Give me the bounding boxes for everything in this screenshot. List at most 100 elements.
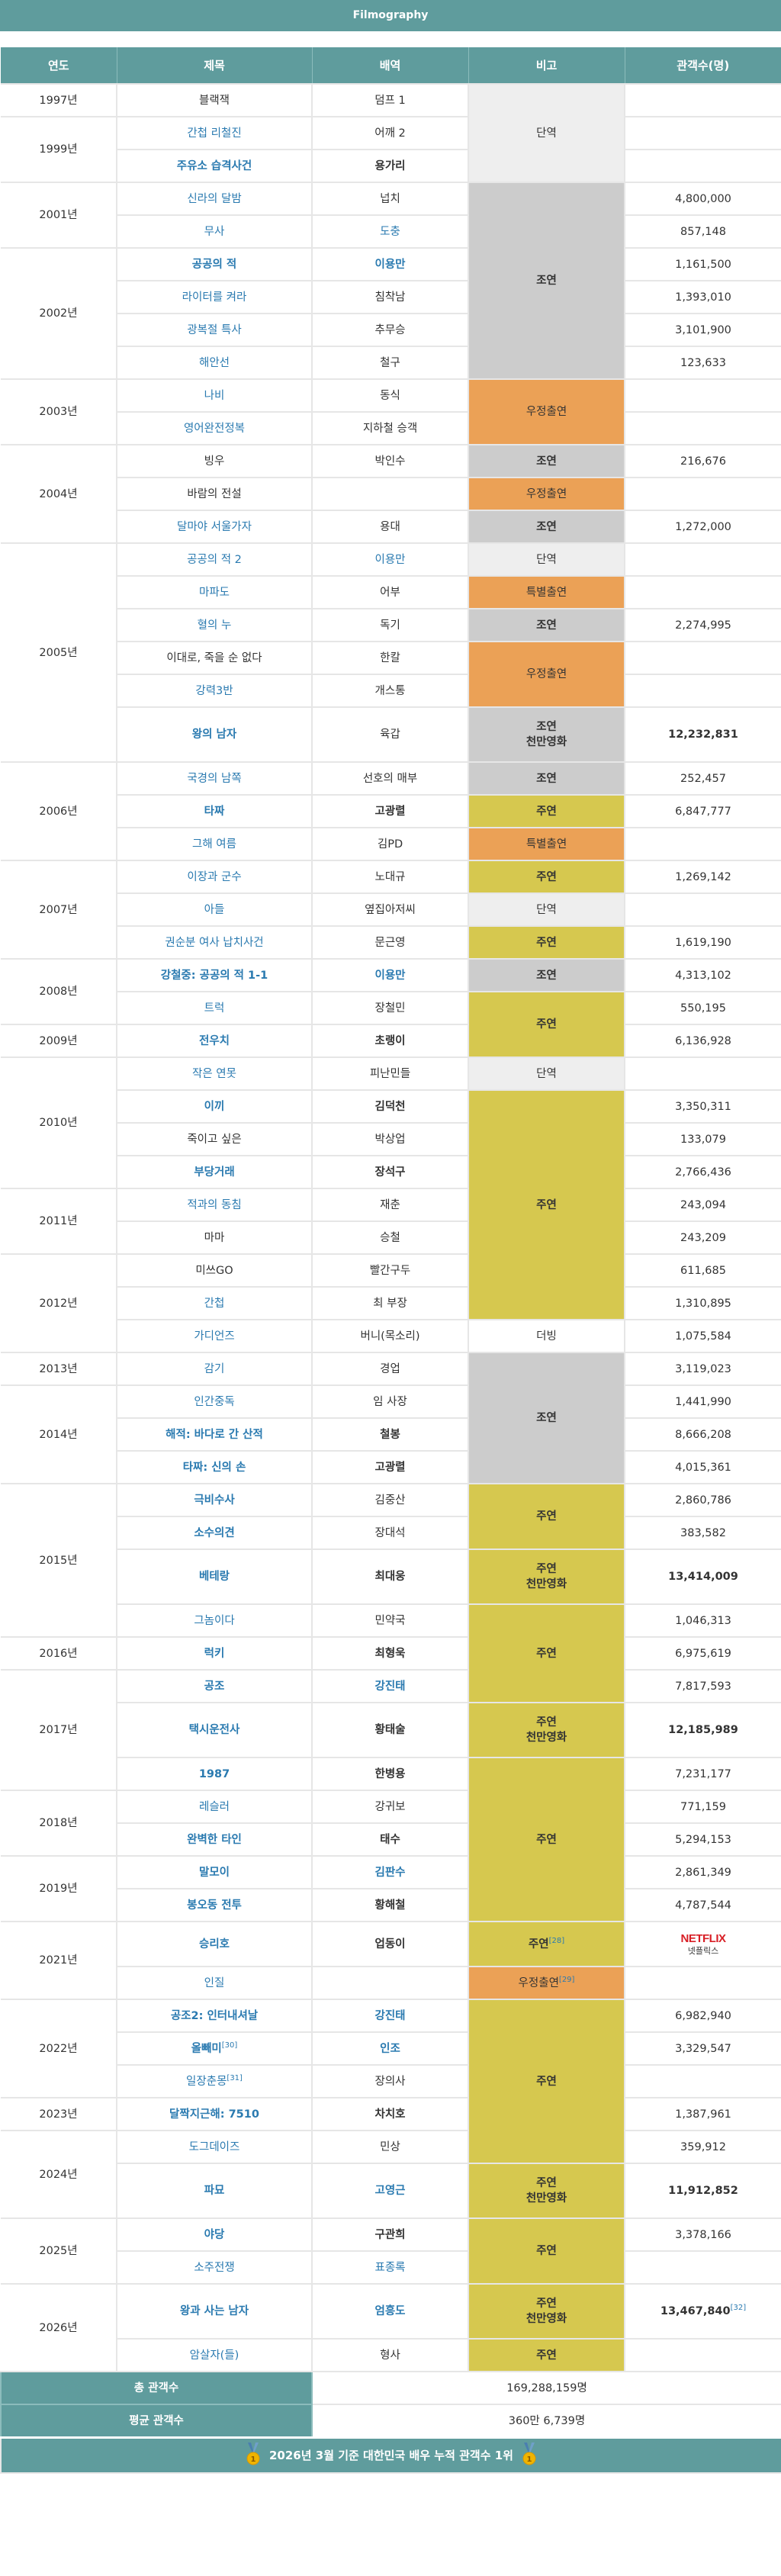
film-title-link[interactable]: 암살자(들) bbox=[189, 2349, 239, 2362]
audience-cell: 133,079 bbox=[624, 1122, 781, 1156]
role-name: 김중산 bbox=[374, 1494, 406, 1507]
footnote-link[interactable]: [30] bbox=[221, 2041, 238, 2050]
film-title-link[interactable]: 광복절 특사 bbox=[187, 323, 242, 336]
film-title-link[interactable]: 마파도 bbox=[198, 586, 230, 599]
film-title-link[interactable]: 택시운전사 bbox=[188, 1724, 240, 1736]
film-title-link[interactable]: 간첩 bbox=[204, 1297, 225, 1310]
role-link[interactable]: 인조 bbox=[380, 2042, 400, 2055]
film-title-link[interactable]: 부당거래 bbox=[194, 1166, 235, 1179]
year-cell: 2013년 bbox=[1, 1352, 117, 1386]
role-link[interactable]: 표종록 bbox=[374, 2261, 406, 2274]
role-link[interactable]: 이용만 bbox=[374, 258, 406, 271]
film-title-link[interactable]: 승리호 bbox=[198, 1938, 230, 1950]
role-cell: 용가리 bbox=[311, 149, 469, 183]
film-title-link[interactable]: 영어완전정복 bbox=[183, 422, 246, 435]
film-title-link[interactable]: 해안선 bbox=[198, 356, 230, 369]
table-row: 암살자(들) 형사 주연 bbox=[1, 2338, 781, 2372]
role-cell: 고영근 bbox=[311, 2163, 469, 2219]
film-title-link[interactable]: 말모이 bbox=[198, 1866, 230, 1879]
film-title-link[interactable]: 공공의 적 bbox=[191, 258, 237, 271]
film-title-link[interactable]: 일장춘몽 bbox=[186, 2075, 227, 2088]
film-title-link[interactable]: 이장과 군수 bbox=[187, 870, 242, 883]
footnote-link[interactable]: [32] bbox=[730, 2304, 747, 2313]
film-title-link[interactable]: 타짜 bbox=[204, 805, 225, 818]
film-title-link[interactable]: 인간중독 bbox=[194, 1395, 235, 1408]
film-title-link[interactable]: 그해 여름 bbox=[192, 838, 236, 851]
film-title-link[interactable]: 작은 연못 bbox=[192, 1067, 236, 1080]
film-title-link[interactable]: 소주전쟁 bbox=[194, 2261, 235, 2274]
film-title-link[interactable]: 럭키 bbox=[204, 1647, 225, 1660]
film-title-link[interactable]: 레슬러 bbox=[198, 1800, 230, 1813]
role-link[interactable]: 이용만 bbox=[374, 553, 406, 566]
year-cell: 2016년 bbox=[1, 1636, 117, 1671]
footnote-link[interactable]: [31] bbox=[227, 2073, 243, 2082]
film-title-link[interactable]: 달짝지근해: 7510 bbox=[169, 2108, 259, 2121]
film-title-link[interactable]: 가디언즈 bbox=[194, 1330, 235, 1343]
film-title-link[interactable]: 야당 bbox=[204, 2228, 225, 2241]
audience-cell: 13,414,009 bbox=[624, 1548, 781, 1605]
role-name: 임 사장 bbox=[373, 1395, 407, 1408]
title-cell: 강철중: 공공의 적 1-1 bbox=[116, 958, 313, 992]
film-title-link[interactable]: 완벽한 타인 bbox=[187, 1833, 242, 1846]
footnote-link[interactable]: [29] bbox=[558, 1975, 575, 1984]
role-link[interactable]: 이용만 bbox=[374, 969, 406, 982]
role-link[interactable]: 고영근 bbox=[374, 2185, 406, 2197]
film-title-link[interactable]: 해적: 바다로 간 산적 bbox=[166, 1428, 263, 1441]
audience-count: 3,101,900 bbox=[675, 323, 731, 336]
film-title-link[interactable]: 이끼 bbox=[204, 1100, 225, 1113]
role-link[interactable]: 김판수 bbox=[374, 1866, 406, 1879]
role-name: 옆집아저씨 bbox=[365, 903, 416, 916]
film-title-link[interactable]: 올빼미 bbox=[191, 2042, 222, 2055]
role-link[interactable]: 강진태 bbox=[374, 1680, 406, 1693]
film-title-link[interactable]: 공공의 적 2 bbox=[187, 553, 242, 566]
role-cell bbox=[311, 1966, 469, 2000]
role-cell: 초랭이 bbox=[311, 1024, 469, 1058]
film-title-link[interactable]: 1987 bbox=[198, 1767, 230, 1780]
title-cell: 주유소 습격사건 bbox=[116, 149, 313, 183]
film-title-link[interactable]: 극비수사 bbox=[194, 1494, 235, 1507]
role-link[interactable]: 엄흥도 bbox=[374, 2305, 406, 2317]
film-title-link[interactable]: 왕의 남자 bbox=[191, 728, 237, 741]
film-title-link[interactable]: 공조2: 인터내셔날 bbox=[170, 2009, 259, 2022]
title-cell: 공공의 적 bbox=[116, 247, 313, 281]
film-title-link[interactable]: 주유소 습격사건 bbox=[176, 159, 252, 172]
note-cell: 조연 bbox=[468, 608, 625, 642]
film-title-link[interactable]: 봉오동 전투 bbox=[187, 1899, 242, 1912]
film-title-link[interactable]: 인질 bbox=[204, 1976, 225, 1989]
title-cell: 적과의 동침 bbox=[116, 1188, 313, 1222]
film-title-link[interactable]: 도그데이즈 bbox=[188, 2140, 240, 2153]
film-title-link[interactable]: 타짜: 신의 손 bbox=[182, 1461, 246, 1474]
footnote-link[interactable]: [28] bbox=[548, 1936, 565, 1945]
film-title: 블랙잭 bbox=[198, 94, 230, 107]
film-title-link[interactable]: 혈의 누 bbox=[197, 619, 232, 632]
film-title-link[interactable]: 왕과 사는 남자 bbox=[179, 2305, 249, 2317]
title-cell: 블랙잭 bbox=[116, 83, 313, 117]
ranking-banner: 1 2026년 3월 기준 대한민국 배우 누적 관객수 1위 1 bbox=[0, 2436, 781, 2474]
film-title-link[interactable]: 달마야 서울가자 bbox=[177, 520, 252, 533]
role-link[interactable]: 강진태 bbox=[374, 2009, 406, 2022]
film-title-link[interactable]: 국경의 남쪽 bbox=[187, 772, 242, 785]
film-title-link[interactable]: 전우치 bbox=[198, 1034, 230, 1047]
role-cell: 박인수 bbox=[311, 444, 469, 478]
film-title-link[interactable]: 간첩 리철진 bbox=[187, 127, 242, 140]
film-title-link[interactable]: 라이터를 켜라 bbox=[182, 291, 247, 304]
film-title-link[interactable]: 나비 bbox=[204, 389, 225, 402]
film-title-link[interactable]: 소수의견 bbox=[194, 1526, 235, 1539]
column-header-audience: 관객수(명) bbox=[624, 47, 781, 84]
film-title-link[interactable]: 파묘 bbox=[204, 2185, 225, 2197]
film-title-link[interactable]: 트럭 bbox=[204, 1002, 225, 1015]
film-title-link[interactable]: 아들 bbox=[204, 903, 225, 916]
role-link[interactable]: 도충 bbox=[380, 225, 400, 238]
netflix-label: 넷플릭스 bbox=[687, 1945, 719, 1956]
film-title-link[interactable]: 그놈이다 bbox=[194, 1614, 235, 1627]
film-title-link[interactable]: 무사 bbox=[204, 225, 225, 238]
film-title-link[interactable]: 강철중: 공공의 적 1-1 bbox=[160, 969, 268, 982]
film-title-link[interactable]: 공조 bbox=[204, 1680, 225, 1693]
film-title-link[interactable]: 신라의 달밤 bbox=[187, 192, 242, 205]
film-title-link[interactable]: 적과의 동침 bbox=[187, 1198, 242, 1211]
film-title-link[interactable]: 베테랑 bbox=[198, 1571, 230, 1583]
film-title-link[interactable]: 권순분 여사 납치사건 bbox=[165, 936, 264, 949]
film-title-link[interactable]: 감기 bbox=[204, 1362, 225, 1375]
film-title-link[interactable]: 강력3반 bbox=[195, 684, 233, 697]
audience-cell bbox=[624, 542, 781, 577]
